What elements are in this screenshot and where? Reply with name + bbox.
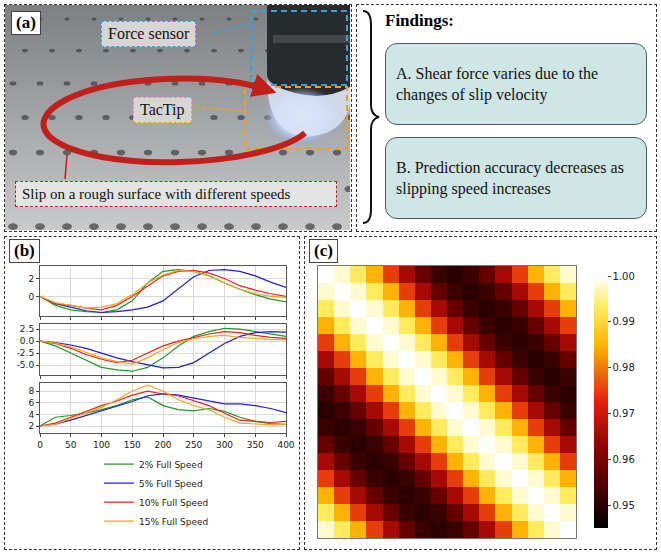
html-text:Force sensor: Force sensor: [108, 25, 190, 42]
svg-text:2% Full Speed: 2% Full Speed: [139, 460, 203, 470]
svg-text:6: 6: [28, 398, 34, 408]
svg-text:4: 4: [28, 410, 34, 420]
html-text:B. Prediction accuracy decreas: B. Prediction accuracy decreases as slip…: [396, 159, 624, 197]
svg-text:15% Full Speed: 15% Full Speed: [139, 517, 208, 527]
html-text:(c): (c): [314, 241, 333, 260]
html-text:TacTip: TacTip: [140, 101, 185, 118]
svg-text:10% Full Speed: 10% Full Speed: [139, 498, 208, 508]
svg-text:2: 2: [28, 274, 34, 284]
svg-text:0: 0: [37, 440, 43, 450]
svg-text:0.95: 0.95: [613, 500, 635, 511]
svg-text:0: 0: [28, 292, 34, 302]
svg-text:0.96: 0.96: [613, 454, 635, 465]
svg-text:400: 400: [277, 440, 294, 450]
svg-text:-2.5: -2.5: [17, 348, 35, 358]
svg-text:100: 100: [93, 440, 110, 450]
svg-text:0.98: 0.98: [613, 362, 635, 373]
svg-text:0.99: 0.99: [613, 316, 635, 327]
html-text:(a): (a): [16, 13, 36, 32]
html-text:A. Shear force varies due to t: A. Shear force varies due to the changes…: [396, 65, 599, 103]
html-text:(b): (b): [14, 241, 35, 260]
svg-text:8: 8: [28, 386, 34, 396]
svg-text:150: 150: [124, 440, 141, 450]
svg-text:300: 300: [216, 440, 233, 450]
svg-text:0.97: 0.97: [613, 408, 635, 419]
svg-text:250: 250: [185, 440, 202, 450]
html-text:Slip on a rough surface with d: Slip on a rough surface with different s…: [22, 186, 291, 202]
svg-text:5% Full Speed: 5% Full Speed: [139, 479, 203, 489]
svg-text:50: 50: [65, 440, 77, 450]
svg-text:200: 200: [154, 440, 171, 450]
svg-text:0.0: 0.0: [20, 336, 35, 346]
svg-text:2: 2: [28, 421, 34, 431]
svg-text:350: 350: [247, 440, 264, 450]
html-text:Findings:: Findings:: [385, 11, 454, 30]
svg-text:-5.0: -5.0: [17, 360, 35, 370]
svg-text:2.5: 2.5: [20, 324, 34, 334]
svg-text:1.00: 1.00: [613, 271, 635, 282]
